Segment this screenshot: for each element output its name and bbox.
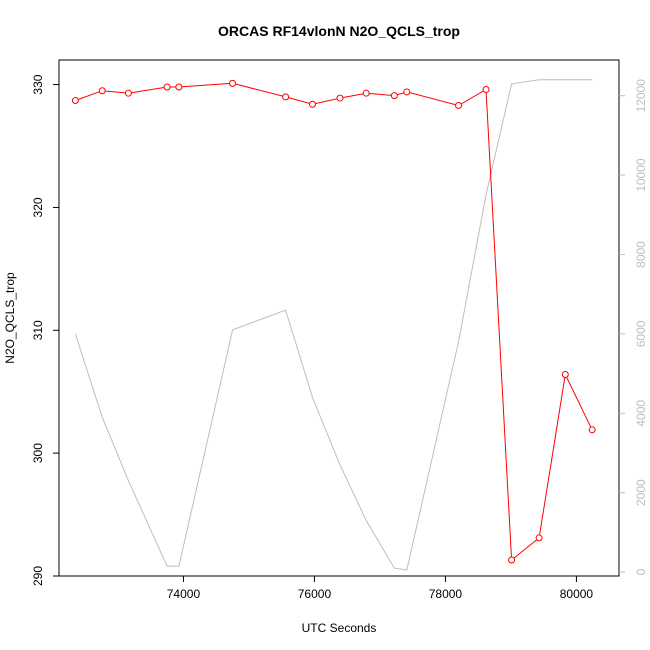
plot-frame (58, 59, 620, 577)
y2-tick-label: 12000 (634, 79, 648, 113)
n2o-data-point (98, 87, 106, 95)
y-tick-label: 290 (31, 566, 45, 586)
y-tick-label: 320 (31, 197, 45, 217)
y-tick-label: 330 (31, 74, 45, 94)
x-tick-label: 74000 (167, 587, 201, 601)
n2o-data-point (362, 89, 370, 97)
y-axis-left: 290 300 310 320 330 (31, 74, 59, 586)
y2-tick-label: 10000 (634, 158, 648, 192)
y-tick-label: 300 (31, 443, 45, 463)
n2o-data-point (175, 83, 183, 91)
n2o-data-point (403, 88, 411, 96)
n2o-data-point (163, 83, 171, 91)
n2o-data-point (390, 92, 398, 100)
n2o-data-point (124, 89, 132, 97)
x-axis: 74000 76000 78000 80000 (167, 576, 594, 601)
n2o-data-point (455, 101, 463, 109)
n2o-data-point (482, 85, 490, 93)
x-axis-label: UTC Seconds (302, 621, 377, 635)
n2o-data-point (71, 97, 79, 105)
n2o-data-point (508, 556, 516, 564)
altitude-series-line (74, 79, 593, 571)
x-tick-label: 78000 (429, 587, 463, 601)
series-layer (71, 79, 596, 571)
x-tick-label: 80000 (560, 587, 594, 601)
y2-tick-label: 2000 (634, 479, 648, 506)
n2o-data-point (308, 100, 316, 108)
n2o-series-line (75, 82, 593, 562)
y2-tick-label: 4000 (634, 400, 648, 427)
x-tick-label: 76000 (298, 587, 332, 601)
y-axis-label: N2O_QCLS_trop (3, 272, 17, 364)
n2o-data-point (588, 426, 596, 434)
y-axis-right: 0 2000 4000 6000 8000 10000 12000 (619, 79, 648, 575)
y2-tick-label: 0 (634, 568, 648, 575)
chart-title: ORCAS RF14vlonN N2O_QCLS_trop (218, 23, 460, 39)
n2o-data-point (336, 94, 344, 102)
y2-tick-label: 6000 (634, 320, 648, 347)
y2-tick-label: 8000 (634, 241, 648, 268)
n2o-data-point (229, 79, 237, 87)
y-tick-label: 310 (31, 320, 45, 340)
n2o-data-point (282, 93, 290, 101)
n2o-data-point (561, 371, 569, 379)
n2o-data-point (535, 534, 543, 542)
